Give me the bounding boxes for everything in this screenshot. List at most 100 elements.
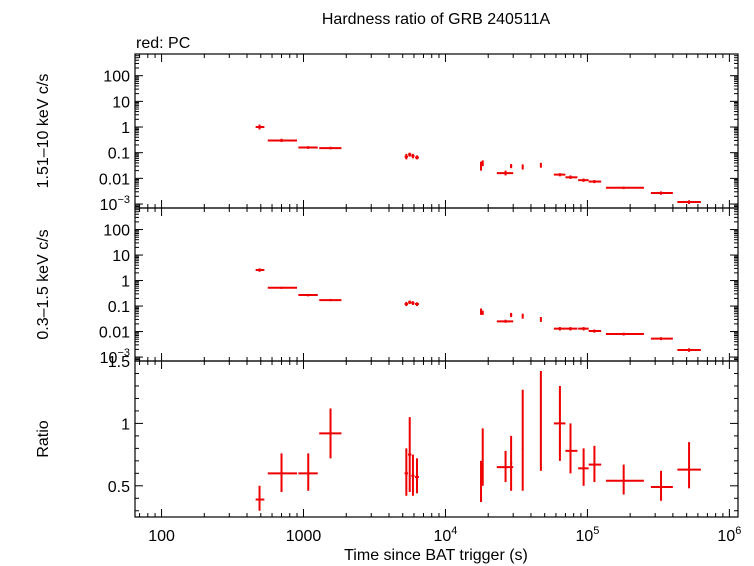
data-point — [521, 164, 524, 170]
data-point — [411, 454, 415, 496]
data-point — [565, 327, 578, 331]
y-tick-label: 0.01 — [99, 325, 130, 342]
x-tick-label-exponent: 4 — [451, 525, 457, 537]
x-tick-label-exponent: 5 — [593, 525, 599, 537]
panel-hard-frame — [134, 53, 739, 209]
data-point — [677, 442, 701, 489]
data-point — [267, 453, 298, 493]
data-point — [539, 162, 542, 168]
y-tick-label-exponent: −3 — [117, 347, 130, 359]
y-tick-label: 10 — [112, 94, 130, 111]
data-point — [605, 464, 644, 495]
data-point — [677, 348, 701, 352]
y-tick-label: 100 — [103, 69, 130, 86]
y-tick-label: 1 — [121, 416, 130, 433]
data-point — [539, 317, 542, 322]
data-point — [578, 448, 589, 486]
x-tick-label-exponent: 6 — [735, 525, 741, 537]
data-point — [414, 302, 419, 307]
data-point — [677, 200, 701, 205]
data-point — [650, 470, 673, 501]
panel-soft-frame — [134, 207, 739, 362]
legend-note: red: PC — [136, 35, 190, 52]
data-point — [411, 153, 415, 159]
y-tick-label: 0.1 — [108, 146, 130, 163]
data-point — [480, 161, 483, 171]
data-point — [411, 301, 415, 305]
y-tick-label: 100 — [103, 223, 130, 240]
x-tick-label: 106 — [717, 525, 741, 545]
y-tick-label: 1 — [121, 274, 130, 291]
panel-hard: 100 10 1 0.1 0.01 10−3 1.51–10 keV c/s — [35, 53, 739, 214]
data-point — [553, 385, 566, 461]
y-tick-label: 10 — [112, 248, 130, 265]
data-point — [481, 160, 484, 167]
data-point — [404, 153, 409, 160]
data-point — [414, 458, 419, 494]
data-point — [404, 301, 409, 307]
y-tick-label: 0.01 — [99, 171, 130, 188]
data-point — [521, 389, 524, 491]
data-point — [496, 319, 514, 323]
data-point — [553, 173, 566, 177]
data-point — [298, 453, 318, 491]
data-point — [650, 191, 673, 195]
data-point — [319, 408, 342, 459]
data-point — [404, 448, 409, 496]
data-point — [605, 332, 644, 336]
data-point — [298, 293, 318, 297]
panel-ratio: 1.5 1 0.5 Ratio 100 1000 104 105 106 — [35, 354, 741, 545]
data-point — [565, 175, 578, 179]
data-point — [588, 445, 602, 483]
data-point — [408, 152, 412, 157]
y-axis-label-soft: 0.3–1.5 keV c/s — [35, 229, 52, 339]
data-point — [255, 268, 265, 272]
x-tick-label: 100 — [148, 528, 175, 545]
data-point — [408, 300, 412, 305]
data-point — [496, 170, 514, 176]
data-point — [578, 327, 589, 331]
x-tick-label: 1000 — [286, 528, 322, 545]
data-point — [553, 327, 566, 331]
data-point — [255, 485, 265, 511]
data-point — [510, 164, 513, 169]
data-point — [480, 308, 483, 315]
data-point — [510, 435, 513, 491]
data-point — [510, 312, 513, 318]
chart-title: Hardness ratio of GRB 240511A — [322, 11, 551, 28]
data-point — [481, 310, 484, 315]
data-point — [414, 155, 419, 160]
y-tick-label: 10−3 — [100, 194, 130, 214]
y-tick-label: 0.5 — [108, 479, 130, 496]
data-point — [408, 417, 412, 493]
data-point — [481, 428, 484, 486]
y-tick-label-exponent: −3 — [117, 194, 130, 206]
data-point — [605, 186, 644, 190]
data-point — [480, 460, 483, 503]
data-point — [298, 146, 318, 149]
data-point — [539, 370, 542, 471]
data-point — [319, 298, 342, 302]
panel-ratio-frame — [134, 360, 739, 518]
data-point — [588, 180, 602, 184]
data-point — [578, 178, 589, 182]
data-point — [521, 313, 524, 319]
x-tick-label: 104 — [434, 525, 458, 545]
data-point — [267, 138, 298, 143]
data-point — [565, 423, 578, 474]
y-tick-label: 1 — [121, 120, 130, 137]
data-point — [319, 146, 342, 150]
x-tick-label: 105 — [575, 525, 599, 545]
data-point — [588, 329, 602, 333]
y-tick-label: 1.5 — [108, 354, 130, 371]
panels-group: 100 10 1 0.1 0.01 10−3 1.51–10 keV c/s 100 10 1 0.… — [35, 53, 741, 545]
data-point — [255, 124, 265, 130]
y-axis-label-ratio: Ratio — [35, 420, 52, 457]
y-axis-label-hard: 1.51–10 keV c/s — [35, 74, 52, 189]
data-point — [650, 337, 673, 341]
x-axis-label: Time since BAT trigger (s) — [344, 547, 528, 564]
data-point — [267, 286, 298, 289]
y-tick-label: 0.1 — [108, 299, 130, 316]
